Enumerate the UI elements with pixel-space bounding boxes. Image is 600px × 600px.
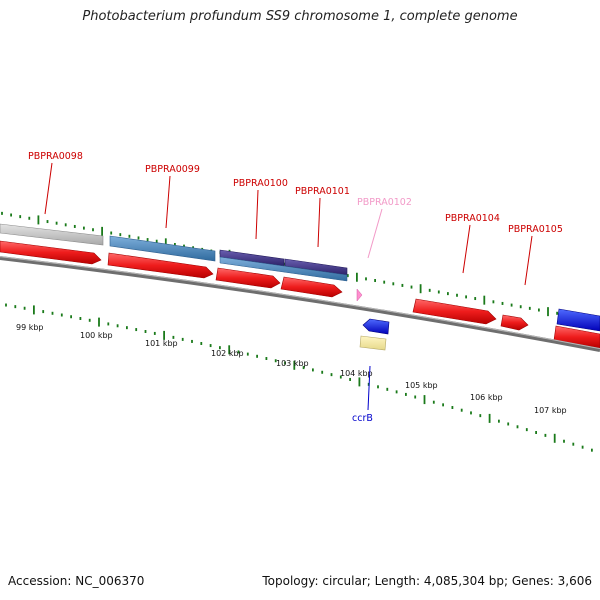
cds-arrow — [412, 298, 497, 325]
cds-arrow — [215, 267, 281, 289]
gene-leader-line — [462, 224, 471, 274]
pink-feature — [356, 288, 363, 302]
feature-blue-right — [556, 308, 600, 332]
feature-steelblue — [109, 235, 216, 262]
gene-label-pbpra0101[interactable]: PBPRA0101 — [295, 186, 350, 197]
map-title: Photobacterium profundum SS9 chromosome … — [82, 9, 518, 24]
gene-leader-line — [524, 235, 533, 286]
inner-tick-track — [5, 303, 593, 452]
gene-label-pbpra0105[interactable]: PBPRA0105 — [508, 224, 563, 235]
cds-track — [0, 240, 600, 349]
cds-arrow — [280, 276, 343, 298]
accession-label: Accession: NC_006370 — [8, 574, 145, 588]
gene-leader-line — [317, 197, 321, 248]
cds-arrow — [0, 240, 102, 265]
kbp-tick-label: 99 kbp — [16, 323, 44, 332]
yellow-feature — [359, 335, 387, 351]
cds-arrow — [500, 314, 529, 331]
ccrB-arrow — [362, 318, 390, 335]
kbp-tick-label: 102 kbp — [211, 349, 244, 358]
gene-label-pbpra0099[interactable]: PBPRA0099 — [145, 164, 200, 175]
gene-label-pbpra0098[interactable]: PBPRA0098 — [28, 151, 83, 162]
chromosome-backbone — [0, 256, 600, 352]
kbp-tick-label: 106 kbp — [470, 393, 503, 402]
gene-label-pbpra0100[interactable]: PBPRA0100 — [233, 178, 288, 189]
gene-label-ccrb[interactable]: ccrB — [352, 413, 373, 424]
gene-label-pbpra0102[interactable]: PBPRA0102 — [357, 197, 412, 208]
cds-arrow — [107, 252, 214, 279]
gene-leader-line — [165, 175, 171, 229]
kbp-tick-label: 105 kbp — [405, 381, 438, 390]
gene-leader-line — [44, 162, 53, 215]
kbp-tick-label: 100 kbp — [80, 331, 113, 340]
tick-labels: 99 kbp 100 kbp 101 kbp 102 kbp 103 kbp 104 kb… — [16, 323, 567, 415]
gene-leader-line — [367, 208, 383, 259]
gene-leader-line — [367, 365, 371, 411]
feature-steel-strip — [219, 256, 348, 282]
genome-summary: Topology: circular; Length: 4,085,304 bp… — [262, 574, 592, 588]
gene-label-pbpra0104[interactable]: PBPRA0104 — [445, 213, 500, 224]
cds-arrow — [553, 325, 600, 349]
kbp-tick-label: 103 kbp — [276, 359, 309, 368]
backbone-highlight — [0, 256, 600, 350]
gene-leader-line — [255, 189, 259, 240]
kbp-tick-label: 101 kbp — [145, 339, 178, 348]
kbp-tick-label: 104 kbp — [340, 369, 373, 378]
reverse-track — [359, 318, 390, 351]
feature-gray — [0, 223, 104, 246]
outer-feature-track — [0, 223, 600, 332]
kbp-tick-label: 107 kbp — [534, 406, 567, 415]
gene-labels: PBPRA0098 PBPRA0099 PBPRA0100 PBPRA0101 PBPR… — [28, 151, 563, 424]
